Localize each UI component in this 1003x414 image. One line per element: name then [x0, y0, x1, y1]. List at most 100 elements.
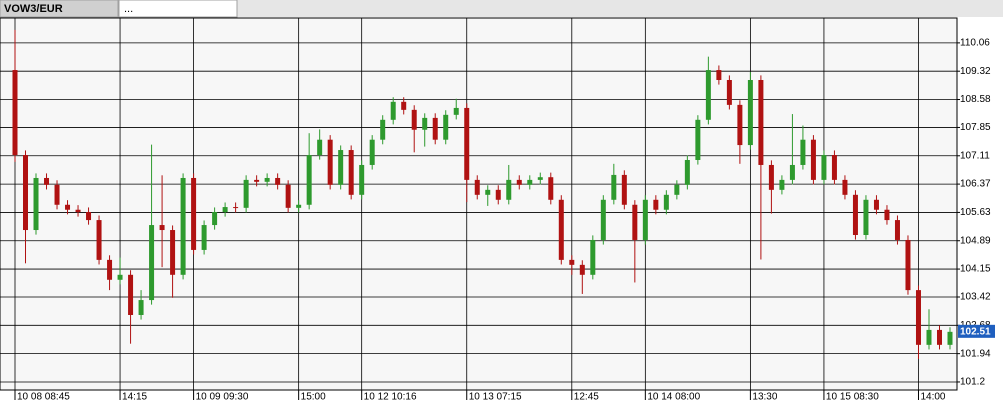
candle-body: [516, 179, 522, 185]
y-tick-label: 103.42: [960, 292, 991, 303]
candle-body: [390, 101, 396, 120]
y-tick-label: 110.06: [960, 38, 990, 49]
candle-body: [54, 184, 60, 205]
candle-body: [621, 174, 627, 205]
y-tick-label: 107.11: [960, 150, 990, 161]
candle-body: [495, 189, 501, 200]
x-tick-label: 14:15: [122, 392, 147, 403]
y-tick-label: 107.85: [960, 122, 991, 133]
y-tick-label: 101.2: [960, 377, 985, 388]
candle-body: [894, 220, 900, 240]
candle-body: [443, 114, 449, 140]
candle-body: [369, 139, 375, 165]
x-tick-label: 10 09 09:30: [196, 392, 249, 403]
candle-body: [695, 119, 701, 160]
candle-body: [936, 329, 942, 345]
candle-body: [726, 80, 732, 105]
candle-body: [285, 184, 291, 208]
candle-body: [338, 150, 344, 185]
candle-body: [569, 259, 575, 265]
candle-body: [401, 101, 407, 110]
candle-body: [579, 264, 585, 275]
candle-body: [737, 104, 743, 146]
candle-body: [684, 159, 690, 185]
candle-body: [128, 274, 134, 315]
candle-body: [12, 70, 18, 156]
x-tick-label: 10 08 08:45: [17, 392, 70, 403]
candle-body: [222, 207, 228, 213]
candle-body: [600, 199, 606, 240]
y-tick-label: 101.94: [960, 348, 991, 359]
candle-body: [852, 194, 858, 235]
y-tick-label: 105.63: [960, 207, 991, 218]
candle-body: [317, 139, 323, 156]
candle-body: [873, 199, 879, 210]
tab[interactable]: [118, 0, 238, 18]
candle-body: [306, 155, 312, 205]
candle-body: [149, 225, 155, 301]
candle-body: [747, 80, 753, 146]
candle-body: [275, 177, 281, 185]
candle-body: [359, 164, 365, 195]
candle-body: [558, 199, 564, 260]
candle-body: [632, 204, 638, 240]
tab[interactable]: [0, 0, 119, 18]
candle-body: [926, 329, 932, 345]
y-tick-label: 109.32: [960, 66, 991, 77]
candle-body: [464, 107, 470, 180]
last-price-box: [958, 324, 995, 338]
plot-area: [0, 17, 958, 391]
tab-label[interactable]: VOW3/EUR: [4, 3, 63, 15]
x-tick-label: 10 14 08:00: [647, 392, 700, 403]
candle-body: [779, 179, 785, 190]
candle-body: [65, 204, 71, 210]
tab-bar: [0, 0, 1003, 17]
candle-body: [170, 230, 176, 275]
candle-body: [422, 117, 428, 130]
x-tick-label: 13:30: [752, 392, 777, 403]
candle-body: [884, 209, 890, 221]
x-tick-label: 10 13 07:15: [469, 392, 522, 403]
candle-body: [191, 177, 197, 250]
candle-body: [842, 179, 848, 195]
candle-body: [663, 194, 669, 210]
candle-body: [33, 177, 39, 231]
x-tick-label: 14:00: [920, 392, 945, 403]
candle-body: [527, 179, 533, 185]
candle-body: [653, 199, 659, 210]
candle-body: [23, 155, 29, 231]
candle-body: [642, 199, 648, 240]
candle-body: [905, 239, 911, 291]
x-tick-label: 15:00: [301, 392, 326, 403]
candle-body: [201, 225, 207, 250]
candle-body: [159, 225, 165, 231]
y-tick-label: 108.58: [960, 94, 991, 105]
candle-body: [474, 179, 480, 195]
x-tick-label: 10 15 08:30: [826, 392, 879, 403]
candle-body: [254, 179, 260, 182]
candle-body: [915, 290, 921, 345]
candle-body: [758, 80, 764, 165]
candle-body: [432, 117, 438, 140]
candle-body: [705, 70, 711, 120]
candle-body: [716, 70, 722, 80]
candle-body: [380, 119, 386, 140]
candle-body: [327, 139, 333, 185]
candle-body: [800, 139, 806, 165]
candle-body: [485, 189, 491, 195]
candle-body: [453, 107, 459, 115]
candle-body: [107, 259, 113, 280]
candle-body: [75, 209, 81, 213]
candle-body: [506, 179, 512, 200]
candle-body: [590, 239, 596, 275]
candle-body: [831, 155, 837, 180]
tab-label[interactable]: ...: [124, 3, 133, 15]
y-tick-label: 104.89: [960, 235, 991, 246]
candle-body: [810, 139, 816, 180]
candle-body: [947, 331, 953, 345]
last-price-label: 102.51: [960, 326, 991, 337]
candle-body: [212, 212, 218, 226]
candle-body: [611, 174, 617, 200]
candle-body: [86, 212, 92, 221]
candle-body: [411, 109, 417, 130]
